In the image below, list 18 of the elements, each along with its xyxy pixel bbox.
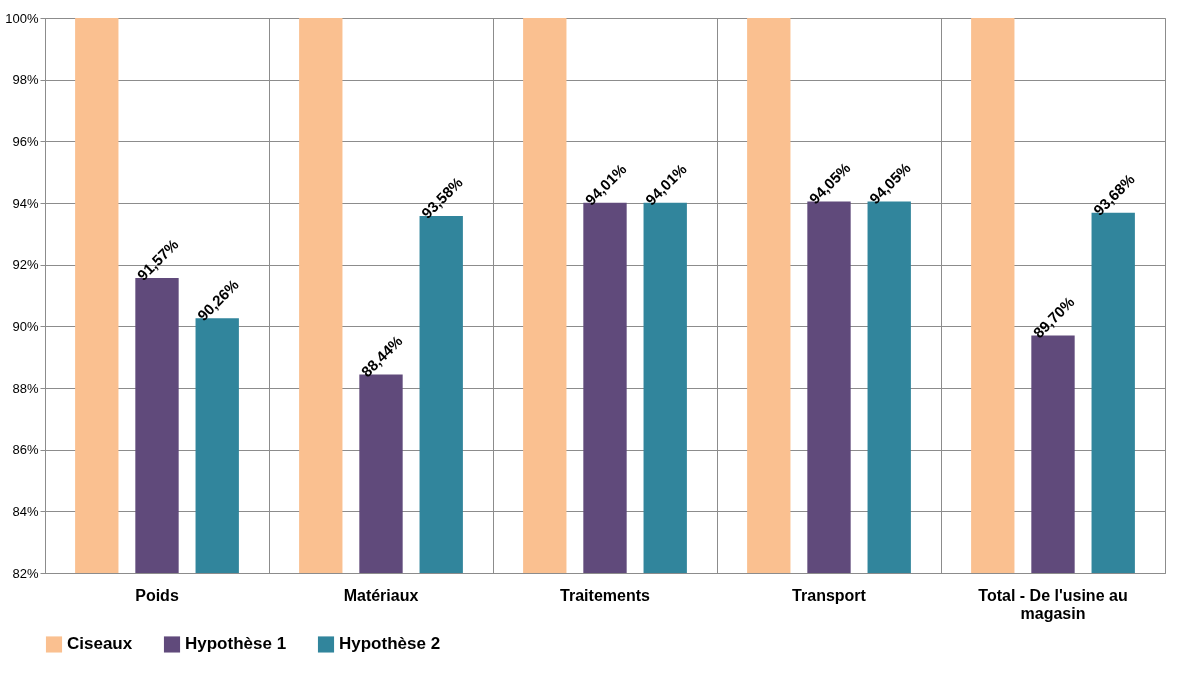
x-tick-label: Transport <box>792 586 867 604</box>
x-tick-label: Matériaux <box>343 586 419 604</box>
y-tick-label: 96% <box>12 133 39 149</box>
legend-label: Ciseaux <box>67 634 133 654</box>
y-tick-label: 92% <box>12 257 39 273</box>
y-tick-label: 82% <box>12 565 39 581</box>
legend-label: Hypothèse 1 <box>185 634 287 654</box>
y-tick-label: 98% <box>12 72 39 88</box>
y-tick-label: 86% <box>12 442 39 458</box>
y-tick-label: 94% <box>12 195 39 211</box>
x-tick-label: Traitements <box>560 586 651 604</box>
y-tick-label: 90% <box>12 318 39 334</box>
x-tick-label: Total - De l'usine au magasin <box>978 586 1128 622</box>
legend-label: Hypothèse 2 <box>339 634 441 654</box>
y-tick-label: 100% <box>5 10 39 26</box>
x-tick-label: Poids <box>135 586 179 604</box>
y-tick-label: 84% <box>12 503 39 519</box>
y-tick-label: 88% <box>12 380 39 396</box>
